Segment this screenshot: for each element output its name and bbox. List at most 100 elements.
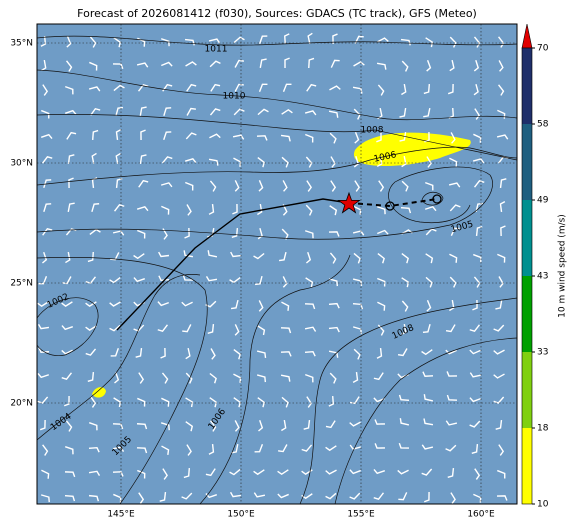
wind-barb	[254, 444, 264, 453]
wind-barb	[64, 395, 70, 407]
wind-barb	[473, 253, 482, 263]
wind-area	[353, 132, 471, 167]
wind-barb	[449, 204, 461, 212]
wind-barb	[161, 156, 173, 164]
wind-barb	[185, 421, 194, 432]
wind-barb	[40, 35, 47, 47]
wind-barb	[135, 347, 143, 358]
wind-barb	[306, 396, 313, 408]
wind-barb	[133, 277, 146, 283]
wind-barb	[209, 133, 221, 139]
wind-barb	[354, 180, 361, 192]
wind-barb	[109, 277, 121, 284]
wind-barb	[161, 61, 173, 67]
wind-barb	[473, 36, 481, 48]
wind-barb	[112, 446, 125, 452]
wind-barb	[209, 180, 217, 192]
wind-barb	[398, 442, 410, 449]
wind-barb	[208, 38, 221, 44]
wind-barb	[304, 303, 316, 310]
wind-barb	[113, 37, 122, 48]
wind-barb	[425, 253, 434, 264]
wind-barb	[422, 371, 434, 377]
wind-barb	[89, 61, 98, 71]
wind-barb	[161, 445, 170, 455]
wind-barb	[64, 494, 76, 502]
colorbar: 10 18 33 43 49 58 70	[521, 23, 549, 510]
wind-barb	[186, 444, 192, 456]
wind-barb	[65, 60, 73, 72]
wind-barb	[64, 109, 77, 115]
wind-barb	[449, 36, 457, 48]
lat-label: 25°N	[10, 279, 33, 289]
wind-barb	[139, 154, 147, 165]
wind-barb	[401, 60, 409, 72]
wind-barb	[281, 108, 293, 115]
wind-barb	[304, 350, 316, 357]
wind-barb	[284, 57, 290, 69]
wind-barb	[37, 323, 50, 330]
wind-barb	[40, 494, 50, 503]
contour-label: 1006	[373, 150, 398, 165]
wind-barb	[257, 227, 263, 240]
wind-barb	[158, 251, 170, 258]
wind-barb	[158, 275, 170, 282]
wind-barb	[42, 227, 53, 236]
wind-barb	[160, 422, 170, 431]
wind-barb	[207, 323, 215, 334]
wind-barb	[472, 158, 485, 164]
colorbar-segment	[522, 276, 532, 352]
wind-barb	[353, 205, 362, 215]
wind-barb	[401, 253, 409, 264]
wind-barb	[449, 59, 455, 72]
wind-barb	[209, 420, 217, 432]
wind-barb	[40, 133, 53, 140]
wind-barb	[328, 278, 339, 287]
wind-barb	[422, 323, 431, 334]
wind-barb	[305, 373, 314, 383]
wind-barb	[257, 108, 269, 116]
wind-barb	[281, 396, 289, 408]
storm-position	[337, 191, 361, 214]
wind-barb	[259, 58, 267, 69]
wind-barb	[38, 276, 48, 285]
wind-barb	[85, 325, 97, 331]
wind-barb	[474, 468, 481, 480]
wind-barb	[208, 443, 215, 455]
wind-barb	[233, 397, 242, 408]
wind-barb	[85, 301, 97, 307]
wind-barb	[253, 469, 265, 476]
wind-barb	[304, 230, 314, 239]
wind-barb	[495, 419, 503, 430]
contour-label: 1010	[223, 92, 246, 102]
wind-barb	[37, 396, 49, 404]
wind-barb	[373, 397, 385, 403]
wind-barb	[376, 62, 387, 70]
wind-barb	[210, 83, 221, 92]
wind-barb	[163, 131, 172, 141]
wind-barb	[425, 181, 434, 191]
wind-barb	[37, 372, 50, 379]
wind-barb	[497, 84, 505, 96]
lon-label: 160°E	[467, 510, 495, 520]
wind-barb	[87, 371, 95, 383]
wind-barb	[377, 301, 386, 311]
wind-barb	[66, 131, 77, 140]
lat-label: 20°N	[10, 399, 33, 409]
wind-barb	[184, 227, 190, 239]
lon-label: 155°E	[347, 510, 375, 520]
wind-barb	[209, 397, 218, 408]
wind-barb	[232, 203, 238, 215]
wind-barb	[305, 277, 314, 288]
wind-barb	[41, 59, 47, 72]
wind-barb	[139, 106, 147, 117]
wind-barb	[496, 134, 509, 140]
wind-barb	[278, 444, 288, 453]
wind-barb	[325, 420, 336, 429]
colorbar-tick-label: 70	[537, 44, 549, 54]
wind-barb	[157, 301, 169, 307]
wind-barb	[495, 299, 503, 310]
wind-barb	[329, 252, 337, 264]
contour-label: 1008	[361, 126, 384, 136]
wind-barb	[424, 205, 437, 212]
